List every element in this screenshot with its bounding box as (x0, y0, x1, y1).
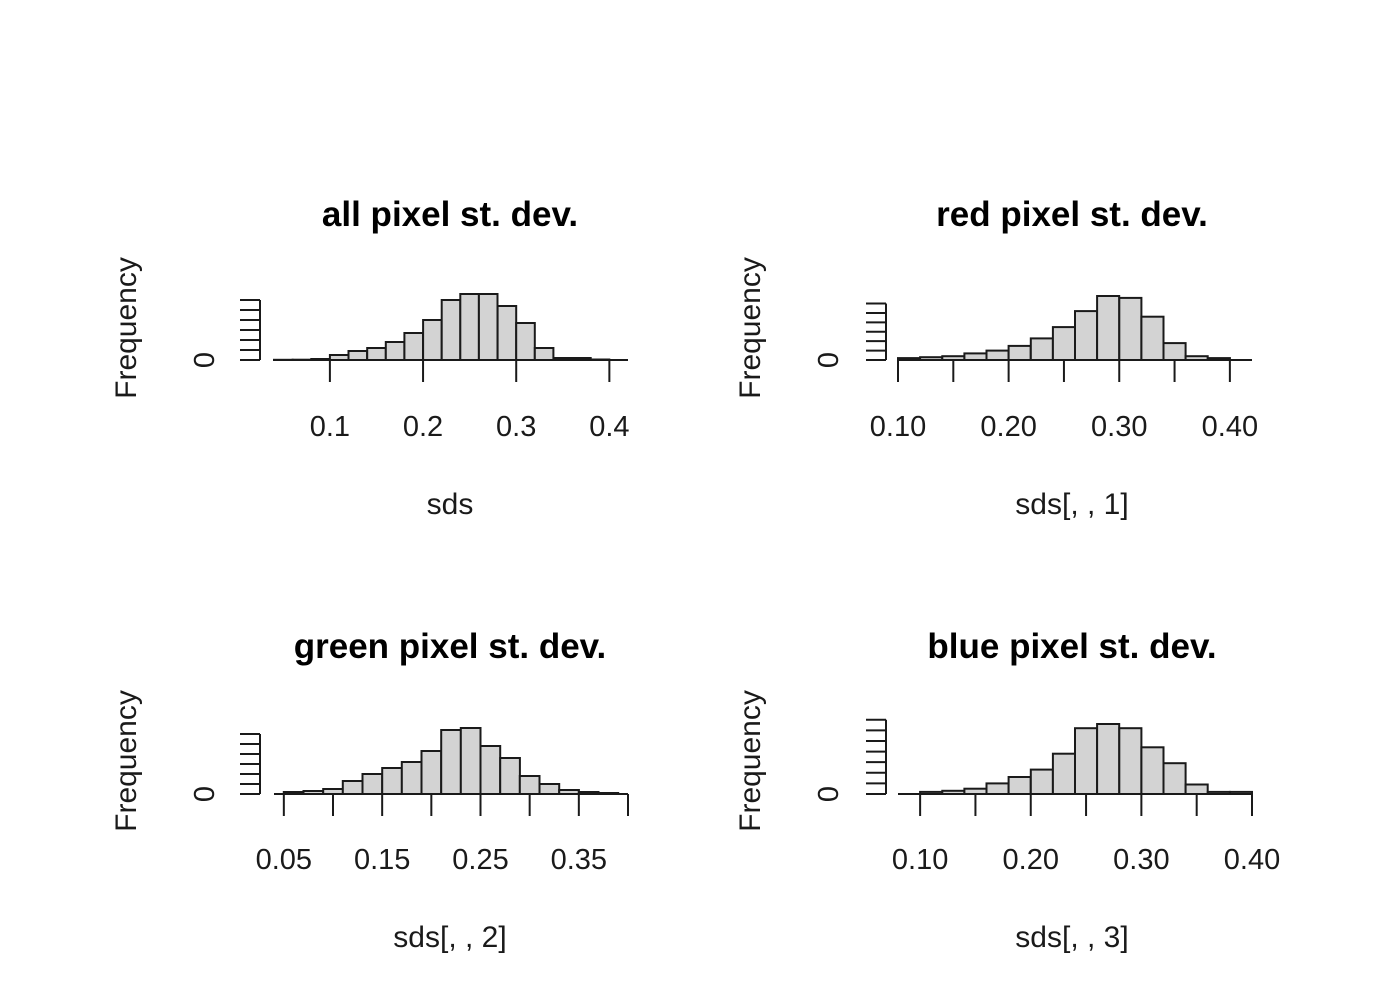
histogram-bar (538, 783, 561, 795)
y-axis-label: Frequency (734, 257, 767, 399)
histogram-bar (366, 347, 387, 361)
x-tick-label: 0.35 (551, 844, 607, 876)
x-tick-label: 0.30 (1113, 844, 1169, 876)
histogram-bar (1029, 337, 1054, 361)
y-axis-label: Frequency (110, 690, 143, 832)
histogram-bar (1118, 296, 1143, 361)
y-axis-label: Frequency (110, 257, 143, 399)
panel-all: all pixel st. dev. Frequency sds 0 0.1 0.… (110, 195, 630, 521)
x-tick-label: 0.4 (589, 411, 629, 443)
y-tick-label-zero: 0 (189, 786, 221, 802)
histogram-bar (440, 299, 462, 361)
y-tick-label-zero: 0 (189, 352, 221, 368)
x-axis-label: sds[, , 2] (393, 921, 506, 954)
histogram-bar (1051, 752, 1077, 796)
histogram-bar (1007, 776, 1032, 795)
histogram-bar (985, 782, 1010, 796)
x-tick-label: 0.40 (1202, 411, 1258, 443)
histogram-bar (459, 727, 482, 795)
histogram-bar (347, 350, 369, 361)
x-tick-label: 0.15 (354, 844, 410, 876)
histogram-bar (496, 305, 518, 361)
histogram-bar (1096, 295, 1121, 361)
x-tick-label: 0.20 (1003, 844, 1059, 876)
histogram-bar (361, 773, 384, 795)
panel-green-marks: 0.05 0.15 0.25 0.35 (240, 727, 629, 876)
histogram-bar (1074, 727, 1099, 796)
histogram-bar (1162, 762, 1187, 796)
x-tick-label: 0.3 (496, 411, 536, 443)
histogram-bar (515, 322, 536, 361)
y-axis-label: Frequency (734, 690, 767, 832)
x-tick-label: 0.30 (1091, 411, 1147, 443)
x-tick-label: 0.25 (452, 844, 508, 876)
x-tick-label: 0.10 (892, 844, 948, 876)
histogram-bar (499, 757, 521, 795)
histogram-bar (422, 319, 443, 361)
x-axis-label: sds[, , 3] (1015, 921, 1128, 954)
histogram-bar (1096, 723, 1121, 795)
histogram-bar (384, 341, 406, 361)
y-tick-label-zero: 0 (813, 786, 845, 802)
x-tick-label: 0.20 (980, 411, 1036, 443)
x-axis-label: sds[, , 1] (1015, 488, 1128, 521)
histogram-bar (1140, 315, 1165, 362)
histogram-bar (459, 293, 480, 361)
histogram-bar (1118, 727, 1143, 796)
histogram-bar (381, 767, 403, 795)
chart-title: red pixel st. dev. (936, 195, 1208, 234)
histogram-bar (518, 775, 541, 795)
panel-red-marks: 0.10 0.20 0.30 0.40 (866, 295, 1258, 443)
chart-title: all pixel st. dev. (322, 195, 578, 234)
histogram-bar (985, 349, 1010, 362)
histogram-bar (400, 761, 423, 795)
histogram-bar (440, 729, 462, 795)
histogram-bar (1184, 783, 1209, 795)
x-tick-label: 0.40 (1224, 844, 1280, 876)
histogram-bar (1140, 746, 1165, 795)
x-tick-label: 0.10 (870, 411, 926, 443)
histogram-bar (1162, 342, 1187, 362)
panel-blue-marks: 0.10 0.20 0.30 0.40 (866, 718, 1280, 876)
histogram-bar (477, 293, 499, 361)
histogram-bar (1051, 326, 1077, 362)
chart-title: blue pixel st. dev. (927, 627, 1216, 666)
histogram-bar (341, 780, 364, 795)
panel-all-marks: 0.1 0.2 0.3 0.4 (240, 293, 630, 443)
chart-title: green pixel st. dev. (294, 627, 607, 666)
histogram-bar (403, 332, 424, 361)
histogram-bar (1029, 768, 1054, 795)
panel-blue: blue pixel st. dev. Frequency sds[, , 3]… (734, 627, 1280, 954)
panel-red: red pixel st. dev. Frequency sds[, , 1] … (734, 195, 1258, 521)
x-tick-label: 0.1 (310, 411, 350, 443)
panel-green: green pixel st. dev. Frequency sds[, , 2… (110, 627, 629, 954)
histogram-bar (533, 347, 555, 361)
x-tick-label: 0.05 (256, 844, 312, 876)
histogram-bar (1074, 310, 1099, 362)
histogram-bar (1007, 344, 1032, 361)
y-tick-label-zero: 0 (813, 352, 845, 368)
x-tick-label: 0.2 (403, 411, 443, 443)
x-axis-label: sds (427, 488, 474, 521)
histogram-bar (479, 745, 502, 795)
histogram-bar (420, 750, 443, 795)
